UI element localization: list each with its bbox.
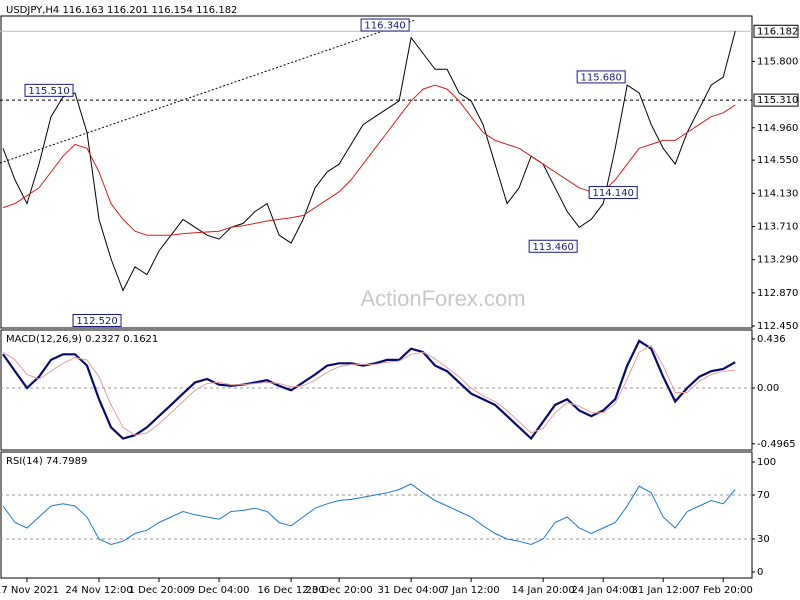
annotation-box bbox=[528, 239, 578, 253]
y-tick-label: 114.130 bbox=[757, 188, 798, 199]
y-tick-label: 113.290 bbox=[757, 255, 798, 266]
panel-title: RSI(14) 74.7989 bbox=[6, 456, 87, 467]
annotation: 114.140 bbox=[592, 188, 633, 199]
annotation-box bbox=[24, 83, 74, 97]
x-tick-label: 23 Dec 20:00 bbox=[305, 585, 372, 596]
x-tick-label: 7 Jan 12:00 bbox=[443, 585, 500, 596]
annotation: 113.460 bbox=[532, 242, 573, 253]
annotation-box bbox=[576, 70, 626, 84]
annotation-box bbox=[588, 186, 638, 200]
y-tick-label: 0.00 bbox=[757, 383, 779, 394]
y-tick-label: 112.870 bbox=[757, 288, 798, 299]
y-tick-label: 30 bbox=[757, 534, 770, 545]
level-label: 115.310 bbox=[757, 95, 798, 106]
y-tick-label: 114.550 bbox=[757, 155, 798, 166]
panel-frame bbox=[0, 15, 753, 329]
annotation-box bbox=[72, 313, 122, 327]
annotation: 116.340 bbox=[364, 21, 405, 32]
x-tick-label: 7 Feb 20:00 bbox=[694, 585, 753, 596]
y-tick-label: 115.800 bbox=[757, 56, 798, 67]
panel-title: MACD(12,26,9) 0.2327 0.1621 bbox=[6, 334, 158, 345]
y-tick-label: 70 bbox=[757, 490, 770, 501]
y-tick-label: -0.4965 bbox=[757, 439, 796, 450]
annotation: 115.680 bbox=[580, 72, 621, 83]
x-tick-label: 16 Dec 12:00 bbox=[257, 585, 324, 596]
annotation: 115.510 bbox=[28, 86, 69, 97]
x-tick-label: 24 Nov 12:00 bbox=[65, 585, 132, 596]
x-tick-label: 31 Dec 04:00 bbox=[377, 585, 444, 596]
x-tick-label: 9 Dec 04:00 bbox=[189, 585, 250, 596]
y-tick-label: 114.960 bbox=[757, 123, 798, 134]
watermark: ActionForex.com bbox=[360, 286, 525, 311]
annotation-box bbox=[360, 18, 410, 32]
price-label: 116.182 bbox=[757, 26, 798, 37]
y-tick-label: 112.450 bbox=[757, 321, 798, 332]
x-tick-label: 31 Jan 12:00 bbox=[632, 585, 695, 596]
price-box bbox=[753, 24, 799, 38]
y-tick-label: 113.710 bbox=[757, 222, 798, 233]
series-line bbox=[2, 344, 736, 436]
panel-frame bbox=[0, 451, 753, 579]
x-tick-label: 14 Jan 20:00 bbox=[511, 585, 574, 596]
x-tick-label: 24 Jan 04:00 bbox=[571, 585, 634, 596]
trend-line bbox=[0, 19, 416, 164]
series-line bbox=[2, 31, 736, 292]
y-tick-label: 0 bbox=[757, 567, 763, 578]
x-tick-label: 1 Dec 20:00 bbox=[129, 585, 190, 596]
panel-title: USDJPY,H4 116.163 116.201 116.154 116.18… bbox=[6, 5, 237, 16]
y-tick-label: 100 bbox=[757, 457, 776, 468]
series-line bbox=[2, 483, 736, 546]
panel-frame bbox=[0, 329, 753, 451]
annotation: 112.520 bbox=[76, 316, 117, 327]
level-box bbox=[753, 93, 799, 107]
x-tick-label: 17 Nov 2021 bbox=[0, 585, 59, 596]
series-line bbox=[2, 84, 736, 236]
y-tick-label: 0.436 bbox=[757, 334, 786, 345]
